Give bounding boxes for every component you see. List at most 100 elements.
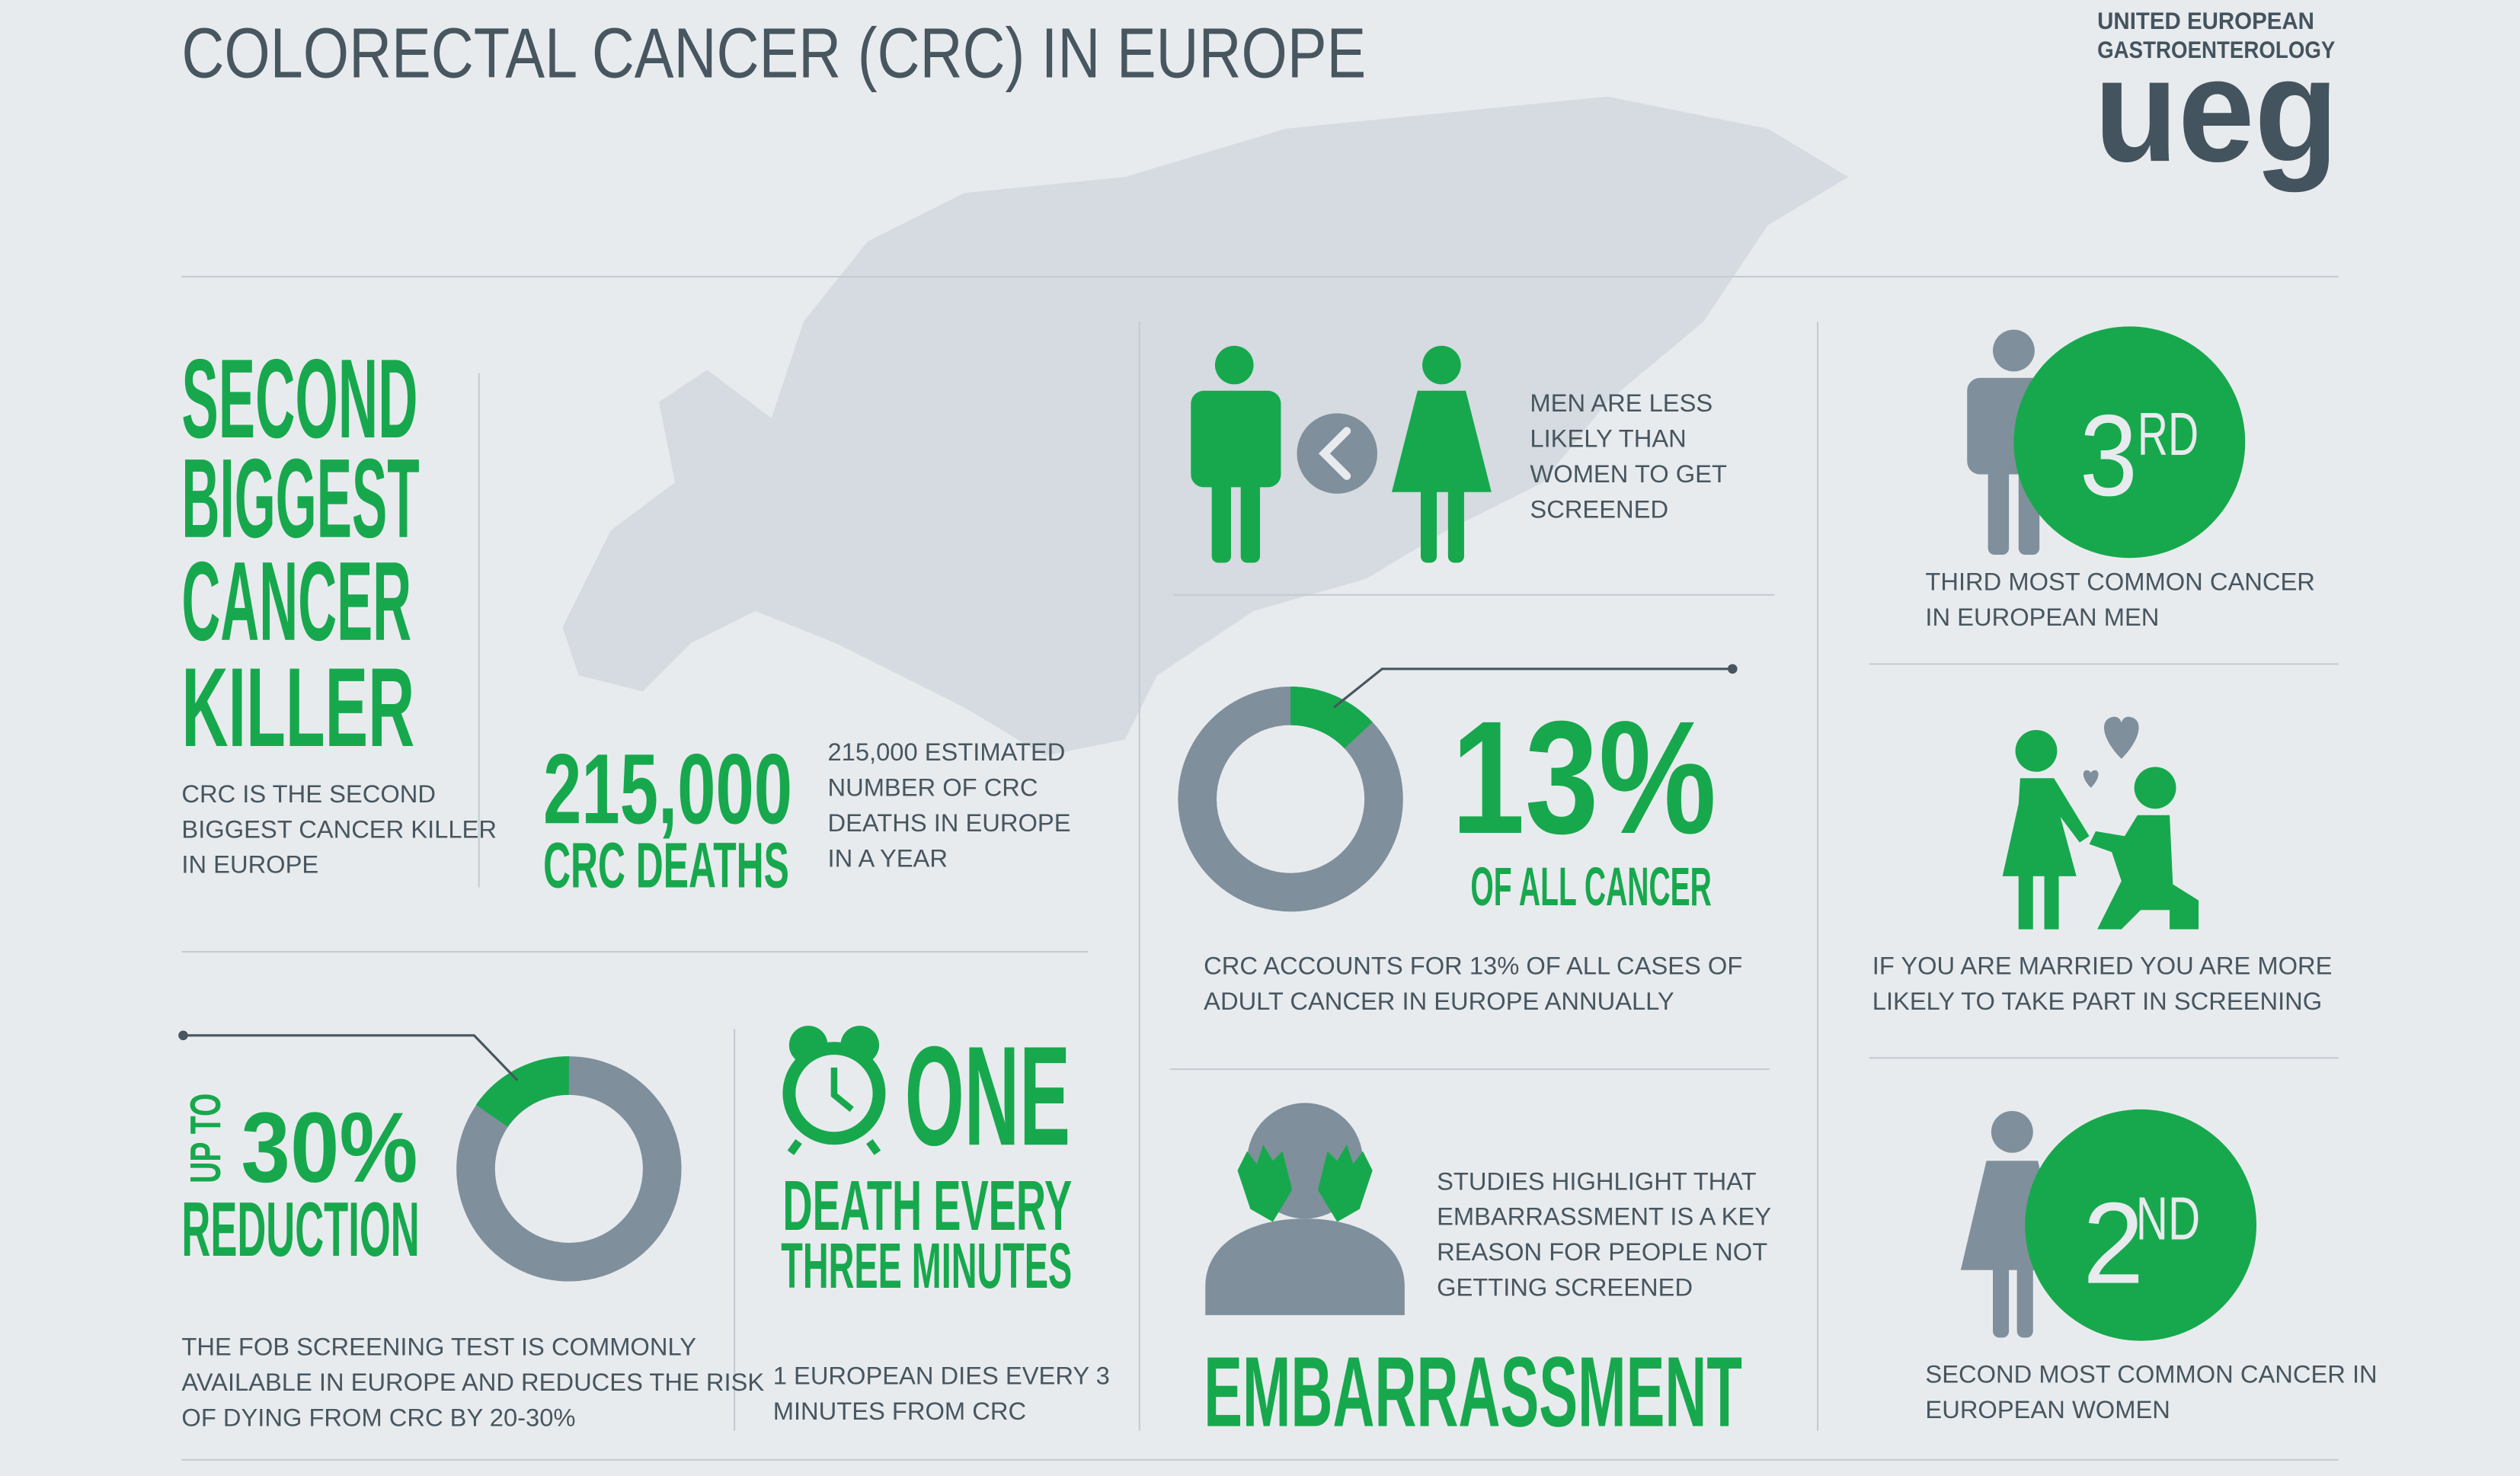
prefix: UP TO [181,1093,230,1183]
pointer-dot [1727,664,1738,674]
pointer-dot [178,1030,188,1041]
couple-icon-part [2083,770,2099,788]
body-text: THE FOB SCREENING TEST IS COMMONLY [181,1333,696,1361]
body-text: STUDIES HIGHLIGHT THAT [1437,1167,1757,1195]
man-icon-part [1240,466,1260,563]
embarrassed-icon-part [1205,1218,1405,1315]
man-icon [1191,345,1281,563]
body-text: NUMBER OF CRC [827,773,1038,801]
body-text: MEN ARE LESS [1530,389,1713,417]
woman-icon-part [2016,1253,2033,1338]
body-text: MINUTES FROM CRC [773,1397,1026,1425]
donut [1178,686,1403,912]
donut-part [475,1056,570,1128]
woman-icon-part [1422,345,1461,385]
man-icon-part [1191,390,1281,488]
body-text: ADULT CANCER IN EUROPE ANNUALLY [1204,987,1674,1015]
clock-icon [782,1026,886,1155]
rank-badge [2013,326,2246,559]
rank-suffix: ND [2136,1184,2200,1253]
rank-badge [2025,1109,2257,1341]
figure: 215,000 [543,733,792,844]
donut [456,1056,682,1282]
woman-icon-part [1391,390,1492,492]
embarrassed-icon-part [1237,1145,1293,1222]
logo-mark: ueg [2094,27,2339,193]
body-text: THIRD MOST COMMON CANCER [1925,567,2315,595]
pointer [183,1034,519,1081]
rank-suffix: RD [2138,399,2199,468]
figure-label: DEATH EVERY [782,1166,1072,1245]
figure-label: THREE MINUTES [781,1230,1072,1302]
man-icon-part [1993,329,2035,372]
woman-icon-part [1420,482,1437,563]
body-text: GETTING SCREENED [1437,1273,1693,1302]
clock-icon-part [787,1138,802,1155]
body-text: IN EUROPE [181,850,318,879]
couple-icon-part [2002,778,2090,876]
headline: CANCER [181,539,411,664]
rank: 3 [2080,391,2138,520]
woman-icon-part [1447,482,1464,563]
body-text: 1 EUROPEAN DIES EVERY 3 [773,1362,1110,1390]
headline: EMBARRASSMENT [1204,1336,1742,1447]
body-text: CRC ACCOUNTS FOR 13% OF ALL CASES OF [1204,952,1742,980]
title: COLORECTAL CANCER (CRC) IN EUROPE [181,13,1366,92]
logo-text: UNITED EUROPEAN [2097,7,2314,34]
body-text: EUROPEAN WOMEN [1925,1395,2170,1423]
figure-label: OF ALL CANCER [1470,856,1711,917]
body-text: WOMEN TO GET [1530,459,1727,488]
couple-icon-part [2089,815,2199,930]
figure-label: REDUCTION [181,1186,419,1273]
body-text: LIKELY THAN [1530,424,1686,453]
body-text: 215,000 ESTIMATED [827,738,1065,766]
figure-label: CRC DEATHS [543,830,789,901]
less-than-icon-part [1297,413,1378,494]
rank: 2 [2083,1179,2144,1308]
woman-icon-part [1991,1110,2033,1153]
body-text: IF YOU ARE MARRIED YOU ARE MORE [1872,952,2333,980]
headline: BIGGEST [181,436,419,562]
body-text: EMBARRASSMENT IS A KEY [1437,1202,1771,1231]
logo-text: GASTROENTEROLOGY [2097,36,2335,63]
couple-icon-part [2018,868,2033,930]
couple-icon-part [2134,767,2176,809]
donut-segment [1290,686,1373,749]
less-than-icon [1297,413,1378,494]
woman-icon-part [1993,1253,2010,1338]
figure: 30% [241,1092,417,1203]
man-icon-part [1214,345,1254,385]
body-text: IN A YEAR [827,844,947,872]
body-text: OF DYING FROM CRC BY 20-30% [181,1403,575,1431]
couple-icon-part [2015,729,2058,772]
clock-icon-part [830,1067,854,1113]
headline: KILLER [181,645,414,770]
clock-icon-part [866,1138,881,1155]
body-text: DEATHS IN EUROPE [827,808,1070,837]
man-icon-part [1988,458,2010,555]
figure: ONE [905,1017,1070,1175]
embarrassed-icon-part [1317,1145,1373,1222]
body-text: BIGGEST CANCER KILLER [181,815,497,843]
body-text: CRC IS THE SECOND [181,780,436,808]
body-text: REASON FOR PEOPLE NOT [1437,1237,1767,1266]
dividers [181,275,2339,1461]
couple-icon-part [2044,868,2059,930]
figure: 13% [1451,687,1716,867]
body-text: AVAILABLE IN EUROPE AND REDUCES THE RISK [181,1368,764,1396]
body-text: SCREENED [1530,495,1668,523]
headline: SECOND [181,336,417,462]
embarrassed-icon [1205,1103,1405,1315]
body-text: IN EUROPEAN MEN [1925,603,2159,631]
couple-icon-part [2104,716,2139,759]
woman-icon [1391,345,1492,563]
man-icon-part [1211,466,1232,563]
less-than-icon-part [1318,427,1351,480]
couple-icon [2002,716,2199,930]
body-text: LIKELY TO TAKE PART IN SCREENING [1872,987,2322,1015]
pointer [1333,668,1733,709]
body-text: SECOND MOST COMMON CANCER IN [1925,1359,2377,1388]
